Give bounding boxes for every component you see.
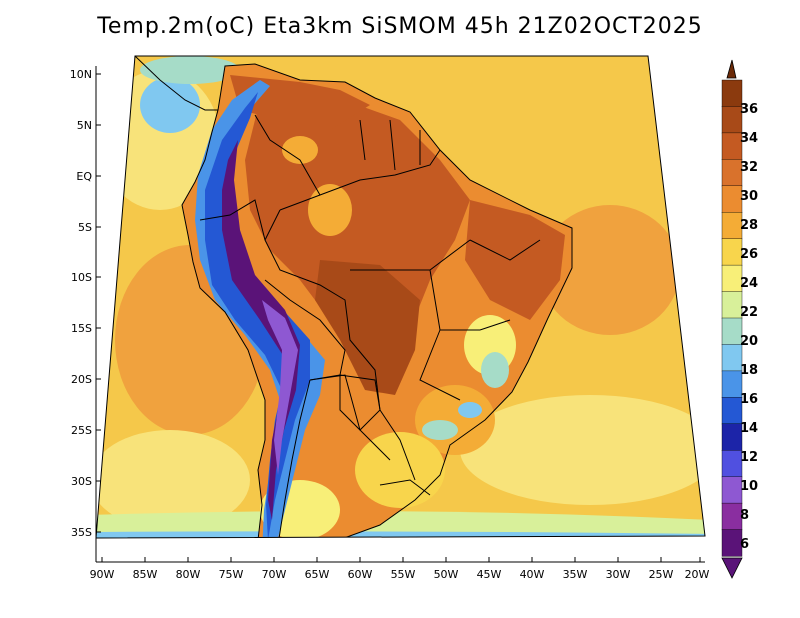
argentina-chile-border — [277, 379, 311, 538]
guiana-cool-patch — [308, 184, 352, 236]
lat-label: 30S — [71, 475, 92, 488]
south-atlantic-cool-zone — [460, 395, 705, 505]
latitude-axis: 10N 5N EQ 5S 10S 15S 20S 25S 30S 35S — [70, 68, 101, 539]
lat-label: 35S — [71, 526, 92, 539]
colorbar-label: 30 — [740, 189, 758, 204]
coastal-cool-patch — [458, 402, 482, 418]
lat-label: EQ — [76, 170, 92, 183]
south-region-patch — [355, 432, 445, 508]
paraguay-border — [339, 374, 381, 431]
central-america — [134, 56, 218, 111]
lon-label: 90W — [90, 568, 115, 581]
lon-label: 50W — [434, 568, 459, 581]
colorbar-cell — [721, 159, 743, 187]
southern-cold-band — [96, 511, 705, 538]
colorbar-label: 6 — [740, 537, 749, 552]
andes-highest-peaks — [262, 300, 298, 475]
colorbar-cell — [721, 502, 743, 531]
lon-label: 20W — [685, 568, 710, 581]
lat-label: 25S — [71, 424, 92, 437]
colorbar-cell — [721, 185, 743, 213]
colorbar-cell — [721, 212, 743, 240]
highland-patch-2 — [481, 352, 509, 388]
argentina-north-border — [309, 374, 391, 461]
colorbar: 36 34 32 30 28 26 24 22 20 18 16 14 12 1… — [721, 59, 758, 579]
colorbar-cell — [721, 370, 743, 398]
lat-label: 5S — [78, 221, 92, 234]
bolivia-border — [264, 279, 346, 381]
colorbar-cell — [721, 264, 743, 293]
northeast-hot-region — [465, 200, 565, 320]
colorbar-cell — [721, 291, 743, 319]
colorbar-label: 34 — [740, 131, 758, 146]
map-title: Temp.2m(oC) Eta3km SiSMOM 45h 21Z02OCT20… — [97, 14, 703, 39]
colorbar-cells — [721, 79, 743, 557]
lon-label: 35W — [563, 568, 588, 581]
colorbar-label: 28 — [740, 218, 758, 233]
peru-ecuador-border — [199, 199, 266, 241]
lon-label: 55W — [391, 568, 416, 581]
lat-label: 20S — [71, 373, 92, 386]
lon-label: 75W — [219, 568, 244, 581]
lat-label: 10S — [71, 271, 92, 284]
central-very-hot-region — [315, 260, 420, 395]
colorbar-cell — [721, 132, 743, 160]
south-pacific-cool-zone — [96, 430, 250, 530]
northern-cool-patch — [282, 136, 318, 164]
map-domain — [96, 56, 705, 538]
colorbar-label: 8 — [740, 508, 749, 523]
longitude-axis: 90W 85W 80W 75W 70W 65W 60W 55W 50W 45W … — [90, 557, 710, 581]
colorbar-label: 18 — [740, 363, 758, 378]
colorbar-label: 26 — [740, 247, 758, 262]
colorbar-label: 24 — [740, 276, 758, 291]
lon-label: 45W — [477, 568, 502, 581]
colorbar-cell — [721, 397, 743, 425]
lat-label: 10N — [70, 68, 92, 81]
lon-label: 65W — [305, 568, 330, 581]
lon-label: 80W — [176, 568, 201, 581]
southern-colder-band — [96, 531, 705, 538]
colorbar-label: 14 — [740, 421, 758, 436]
lon-label: 30W — [606, 568, 631, 581]
colorbar-label: 32 — [740, 160, 758, 175]
lon-label: 25W — [649, 568, 674, 581]
brazil-border-north — [279, 149, 441, 211]
colorbar-cell — [721, 344, 743, 372]
colorbar-cell — [721, 317, 743, 346]
colorbar-top-arrow — [726, 59, 737, 79]
country-borders — [134, 56, 573, 538]
lat-label: 15S — [71, 322, 92, 335]
colorbar-label: 10 — [740, 479, 758, 494]
colorbar-cell — [721, 106, 743, 134]
colorbar-bottom-arrow — [721, 557, 743, 579]
lon-label: 85W — [133, 568, 158, 581]
colorbar-label: 20 — [740, 334, 758, 349]
highland-patch-3 — [422, 420, 458, 440]
colorbar-cell — [721, 476, 743, 504]
colorbar-cell — [721, 238, 743, 266]
colorbar-labels: 36 34 32 30 28 26 24 22 20 18 16 14 12 1… — [740, 102, 758, 552]
colorbar-cell — [721, 79, 743, 108]
colorbar-cell — [721, 423, 743, 451]
lon-label: 60W — [348, 568, 373, 581]
guiana-borders — [359, 119, 421, 171]
colorbar-cell — [721, 450, 743, 478]
lon-label: 70W — [262, 568, 287, 581]
lat-label: 5N — [77, 119, 92, 132]
pacific-cold-patch-2 — [140, 56, 240, 84]
atlantic-warm-zone — [540, 205, 680, 335]
pacific-cold-patch — [140, 77, 200, 133]
brazil-border-west — [264, 209, 416, 481]
brazil-states — [350, 239, 541, 401]
uruguay-border — [379, 479, 431, 496]
lon-label: 40W — [520, 568, 545, 581]
colorbar-label: 12 — [740, 450, 758, 465]
map-frame — [95, 55, 706, 539]
colorbar-label: 22 — [740, 305, 758, 320]
colorbar-label: 36 — [740, 102, 758, 117]
colorbar-label: 16 — [740, 392, 758, 407]
colombia-venezuela-border — [254, 114, 321, 196]
colorbar-cell — [721, 529, 743, 557]
